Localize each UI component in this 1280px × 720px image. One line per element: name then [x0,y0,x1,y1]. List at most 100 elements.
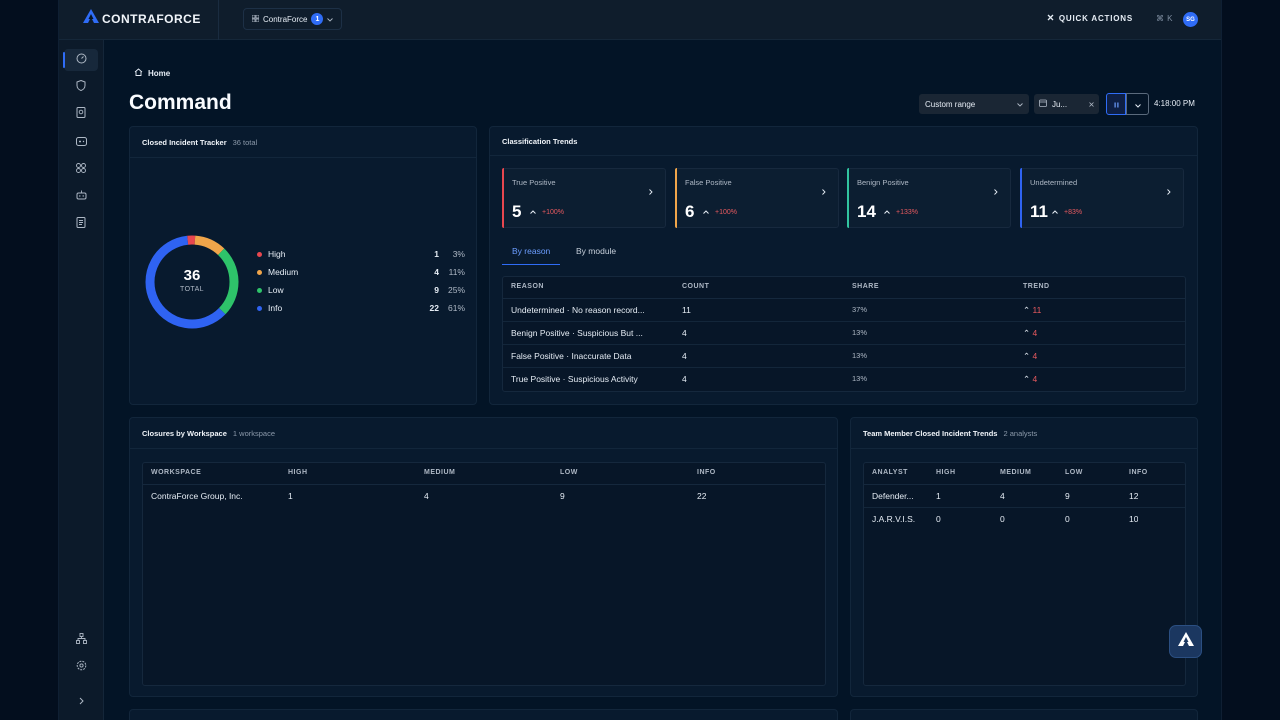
kpi-accent-bar [1020,168,1022,228]
search-document-icon [76,105,86,123]
table-header: WORKSPACE HIGH MEDIUM LOW INFO [143,463,825,485]
sidebar-item-security[interactable] [64,76,98,98]
table-header: ANALYST HIGH MEDIUM LOW INFO [864,463,1185,485]
table-row[interactable]: Defender... 1 4 9 12 [864,485,1185,508]
table-row[interactable]: Benign Positive · Suspicious But ... 4 1… [503,322,1185,345]
high-cell: 1 [288,491,293,501]
workspace-name: ContraForce [263,14,308,24]
legend-row-info[interactable]: Info 22 61% [257,302,465,316]
column-header[interactable]: TREND [1023,283,1050,290]
sidebar-item-apps[interactable] [64,158,98,180]
legend-label: Info [268,303,283,313]
share-cell: 13% [852,351,868,360]
legend-dot [257,306,262,311]
tab-by-reason[interactable]: By reason [502,243,561,265]
lower-right-card [850,709,1198,720]
table-row[interactable]: J.A.R.V.I.S. 0 0 0 10 [864,508,1185,531]
clear-date-icon[interactable] [1089,100,1094,109]
card-subtitle: 1 workspace [232,428,276,438]
trend-value: 4 [1032,351,1038,361]
high-cell: 1 [936,491,941,501]
column-header[interactable]: LOW [1065,469,1083,476]
donut-slice-medium[interactable] [194,235,225,256]
sidebar-item-automation[interactable] [64,185,98,207]
tab-by-module[interactable]: By module [576,246,617,256]
kpi-trend: +100% [530,209,564,216]
sidebar-item-organization[interactable] [64,629,98,651]
breadcrumb[interactable]: Home [134,68,170,78]
column-header[interactable]: ANALYST [872,469,908,476]
workspace-switcher[interactable]: ContraForce 1 [243,8,343,30]
table-row[interactable]: False Positive · Inaccurate Data 4 13% ⌃… [503,345,1185,368]
sidebar-item-dashboard[interactable] [63,49,98,71]
legend-percent: 25% [447,285,465,295]
sidebar-item-reports[interactable] [64,213,98,235]
trend-up-icon: ⌃ [1023,351,1031,361]
legend-row-medium[interactable]: Medium 4 11% [257,266,465,280]
count-cell: 4 [682,328,687,338]
column-header[interactable]: REASON [511,283,544,290]
kpi-trend-value: +83% [1064,209,1083,216]
analyst-cell: J.A.R.V.I.S. [872,514,916,524]
share-cell: 37% [852,305,868,314]
column-header[interactable]: HIGH [936,469,956,476]
chevron-right-icon [994,182,998,200]
assistant-fab-button[interactable] [1169,625,1202,658]
info-cell: 22 [697,491,707,501]
column-header[interactable]: INFO [697,469,716,476]
last-refresh-time: 4:18:00 PM [1154,99,1195,108]
column-header[interactable]: MEDIUM [424,469,456,476]
kpi-true-positive[interactable]: True Positive 5 +100% [502,168,666,228]
trend-value: 4 [1032,328,1038,338]
kpi-undetermined[interactable]: Undetermined 11 +83% [1020,168,1184,228]
column-header[interactable]: COUNT [682,283,710,290]
column-header[interactable]: LOW [560,469,578,476]
kpi-benign-positive[interactable]: Benign Positive 14 +133% [847,168,1011,228]
card-header: Classification Trends [490,127,1197,156]
sidebar-item-settings[interactable] [64,656,98,678]
column-header[interactable]: MEDIUM [1000,469,1032,476]
trend-up-icon [1052,209,1058,216]
table-header: REASON COUNT SHARE TREND [503,277,1185,299]
kpi-trend: +133% [884,209,918,216]
refresh-interval-dropdown[interactable] [1126,93,1149,115]
user-avatar[interactable]: SG [1183,12,1198,27]
pause-refresh-button[interactable] [1106,93,1126,115]
sidebar-item-playbooks[interactable] [64,131,98,153]
top-bar: CONTRAFORCE ContraForce 1 QUICK ACTIONS … [59,0,1221,40]
quick-actions-label: QUICK ACTIONS [1058,14,1133,23]
date-picker-chip[interactable]: Ju... [1034,94,1099,114]
sidebar-item-investigations[interactable] [64,103,98,125]
trend-cell: ⌃ 4 [1023,328,1037,339]
legend-row-low[interactable]: Low 9 25% [257,284,465,298]
brand-logo[interactable]: CONTRAFORCE [83,9,201,28]
chevron-down-icon [327,15,334,24]
chevron-right-icon [79,692,84,710]
trend-up-icon: ⌃ [1023,374,1031,384]
medium-cell: 4 [1000,491,1005,501]
column-header[interactable]: WORKSPACE [151,469,202,476]
legend-dot [257,270,262,275]
legend-row-high[interactable]: High 1 3% [257,248,465,262]
kpi-value: 5 [512,202,522,221]
column-header[interactable]: HIGH [288,469,308,476]
column-header[interactable]: INFO [1129,469,1148,476]
trend-up-icon [530,209,536,216]
legend-count: 9 [434,285,439,295]
date-range-select[interactable]: Custom range [919,94,1029,114]
quick-actions-button[interactable]: QUICK ACTIONS [1047,14,1133,23]
brand-name: CONTRAFORCE [102,11,201,26]
kpi-false-positive[interactable]: False Positive 6 +100% [675,168,839,228]
table-row[interactable]: ContraForce Group, Inc. 1 4 9 22 [143,485,825,508]
table-row[interactable]: True Positive · Suspicious Activity 4 13… [503,368,1185,391]
info-cell: 10 [1129,514,1139,524]
card-header: Closed Incident Tracker 36 total [130,127,476,158]
sidebar-expand-button[interactable] [64,690,98,712]
app-window: CONTRAFORCE ContraForce 1 QUICK ACTIONS … [58,0,1222,720]
severity-donut-chart [145,235,239,329]
table-row[interactable]: Undetermined · No reason record... 11 37… [503,299,1185,322]
chevron-right-icon [1167,182,1171,200]
column-header[interactable]: SHARE [852,283,880,290]
donut-slice-low[interactable] [217,248,239,315]
donut-slice-info[interactable] [145,235,226,329]
